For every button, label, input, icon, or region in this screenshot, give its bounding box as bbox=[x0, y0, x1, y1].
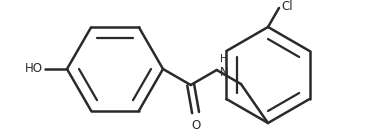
Text: O: O bbox=[191, 119, 200, 132]
Text: Cl: Cl bbox=[281, 0, 292, 13]
Text: N: N bbox=[220, 65, 229, 79]
Text: HO: HO bbox=[25, 62, 43, 75]
Text: H: H bbox=[220, 54, 227, 64]
